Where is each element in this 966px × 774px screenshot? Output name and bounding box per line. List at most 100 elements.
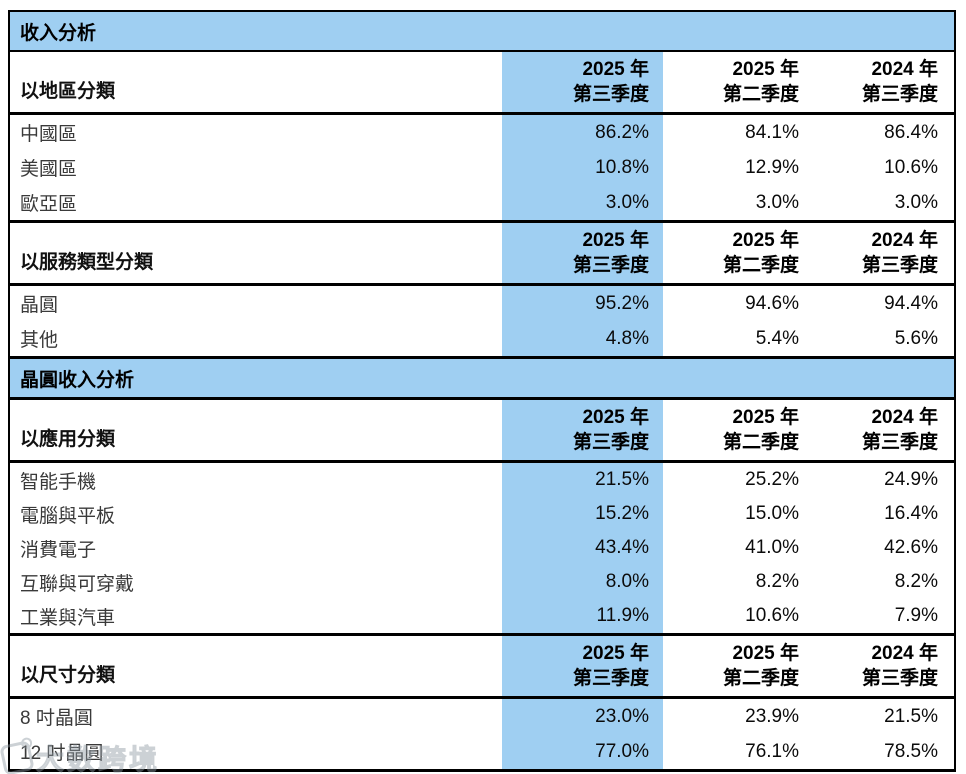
section-label: 以應用分類 — [20, 429, 116, 450]
value-q3-2025: 21.5% — [595, 469, 649, 490]
col-header-year: 2025 年 — [582, 407, 649, 428]
value-q2-2025: 84.1% — [745, 121, 799, 143]
col-header-year: 2024 年 — [871, 59, 938, 80]
row-label: 歐亞區 — [20, 194, 78, 215]
col-header-q3-2025: 2025 年 第三季度 — [502, 228, 663, 283]
row-label: 美國區 — [20, 159, 78, 180]
value-q2-2025: 15.0% — [745, 503, 799, 524]
value-q2-2025: 23.9% — [745, 705, 799, 727]
col-header-quarter: 第三季度 — [861, 255, 938, 276]
table-row-others: 其他 4.8% 5.4% 5.6% — [10, 321, 954, 359]
table-row-wafer: 晶圓 95.2% 94.6% 94.4% — [10, 286, 954, 321]
col-header-quarter: 第二季度 — [722, 84, 799, 105]
value-q3-2024: 3.0% — [894, 191, 938, 213]
row-label: 互聯與可穿戴 — [20, 573, 135, 595]
value-q3-2025: 77.0% — [595, 740, 649, 762]
col-header-q2-2025: 2025 年 第二季度 — [663, 641, 812, 696]
row-label: 電腦與平板 — [20, 505, 116, 527]
section-band-revenue-analysis: 收入分析 — [10, 12, 954, 52]
table-row-connectivity-wearables: 互聯與可穿戴 8.0% 8.2% 8.2% — [10, 565, 954, 599]
row-label: 工業與汽車 — [20, 607, 116, 629]
col-header-quarter: 第三季度 — [572, 432, 649, 453]
value-q3-2025: 23.0% — [595, 705, 649, 727]
header-row-size: 以尺寸分類 2025 年 第三季度 2025 年 第二季度 2024 年 第三季… — [10, 636, 954, 699]
value-q2-2025: 10.6% — [745, 605, 799, 626]
col-header-year: 2024 年 — [871, 643, 938, 664]
value-q3-2025: 8.0% — [605, 571, 649, 592]
value-q3-2025: 86.2% — [595, 121, 649, 143]
col-header-q3-2024: 2024 年 第三季度 — [812, 405, 954, 460]
col-header-year: 2025 年 — [732, 59, 799, 80]
value-q3-2024: 78.5% — [884, 740, 938, 762]
value-q2-2025: 25.2% — [745, 469, 799, 490]
value-q3-2024: 21.5% — [884, 705, 938, 727]
value-q3-2024: 24.9% — [884, 469, 938, 490]
section-band-wafer-revenue-analysis: 晶圓收入分析 — [10, 359, 954, 400]
col-header-year: 2025 年 — [732, 643, 799, 664]
table-row-eurasia: 歐亞區 3.0% 3.0% 3.0% — [10, 185, 954, 223]
col-header-q2-2025: 2025 年 第二季度 — [663, 405, 812, 460]
table-row-computer-tablet: 電腦與平板 15.2% 15.0% 16.4% — [10, 497, 954, 531]
table-row-industrial-automotive: 工業與汽車 11.9% 10.6% 7.9% — [10, 599, 954, 636]
row-label: 12 吋晶圓 — [20, 743, 104, 764]
col-header-quarter: 第二季度 — [722, 255, 799, 276]
col-header-quarter: 第三季度 — [861, 432, 938, 453]
value-q3-2025: 15.2% — [595, 503, 649, 524]
col-header-q3-2024: 2024 年 第三季度 — [812, 228, 954, 283]
table-row-usa: 美國區 10.8% 12.9% 10.6% — [10, 150, 954, 185]
col-header-q2-2025: 2025 年 第二季度 — [663, 57, 812, 112]
table-row-consumer-electronics: 消費電子 43.4% 41.0% 42.6% — [10, 531, 954, 565]
row-label: 其他 — [20, 330, 59, 351]
header-row-application: 以應用分類 2025 年 第三季度 2025 年 第二季度 2024 年 第三季… — [10, 400, 954, 463]
value-q3-2024: 8.2% — [894, 571, 938, 592]
col-header-year: 2025 年 — [732, 407, 799, 428]
value-q3-2025: 43.4% — [595, 537, 649, 558]
row-label: 8 吋晶圓 — [20, 708, 93, 729]
row-label: 晶圓 — [20, 295, 59, 316]
col-header-quarter: 第三季度 — [572, 668, 649, 689]
section-band-title: 收入分析 — [20, 22, 97, 44]
value-q3-2025: 4.8% — [605, 327, 649, 349]
value-q3-2024: 7.9% — [894, 605, 938, 626]
value-q2-2025: 5.4% — [755, 327, 799, 349]
col-header-q3-2025: 2025 年 第三季度 — [502, 405, 663, 460]
value-q3-2025: 11.9% — [596, 605, 649, 626]
table-row-china: 中國區 86.2% 84.1% 86.4% — [10, 115, 954, 150]
col-header-quarter: 第三季度 — [861, 84, 938, 105]
value-q3-2024: 10.6% — [884, 156, 938, 178]
col-header-year: 2025 年 — [582, 59, 649, 80]
value-q3-2025: 3.0% — [605, 191, 649, 213]
col-header-q2-2025: 2025 年 第二季度 — [663, 228, 812, 283]
row-label: 中國區 — [20, 124, 78, 145]
table-row-8inch-wafer: 8 吋晶圓 23.0% 23.9% 21.5% — [10, 699, 954, 734]
revenue-analysis-table: 收入分析 以地區分類 2025 年 第三季度 2025 年 第二季度 2024 … — [8, 10, 956, 772]
col-header-year: 2025 年 — [582, 643, 649, 664]
section-label: 以尺寸分類 — [20, 665, 116, 686]
value-q3-2024: 86.4% — [884, 121, 938, 143]
value-q2-2025: 41.0% — [745, 537, 799, 558]
col-header-year: 2025 年 — [732, 230, 799, 251]
value-q2-2025: 12.9% — [745, 156, 799, 178]
value-q3-2025: 95.2% — [595, 292, 649, 314]
header-row-region: 以地區分類 2025 年 第三季度 2025 年 第二季度 2024 年 第三季… — [10, 52, 954, 115]
col-header-year: 2024 年 — [871, 407, 938, 428]
value-q2-2025: 76.1% — [745, 740, 799, 762]
value-q3-2024: 42.6% — [884, 537, 938, 558]
value-q2-2025: 3.0% — [755, 191, 799, 213]
value-q3-2024: 5.6% — [894, 327, 938, 349]
section-band-title: 晶圓收入分析 — [20, 369, 135, 391]
value-q3-2024: 94.4% — [884, 292, 938, 314]
row-label: 消費電子 — [20, 539, 97, 561]
value-q3-2025: 10.8% — [595, 156, 649, 178]
col-header-q3-2024: 2024 年 第三季度 — [812, 641, 954, 696]
table-row-12inch-wafer: 12 吋晶圓 77.0% 76.1% 78.5% — [10, 734, 954, 769]
row-label: 智能手機 — [20, 471, 97, 493]
table-body: 收入分析 以地區分類 2025 年 第三季度 2025 年 第二季度 2024 … — [10, 12, 954, 769]
col-header-quarter: 第三季度 — [861, 668, 938, 689]
col-header-year: 2025 年 — [582, 230, 649, 251]
table-row-smartphone: 智能手機 21.5% 25.2% 24.9% — [10, 463, 954, 497]
col-header-quarter: 第二季度 — [722, 432, 799, 453]
col-header-quarter: 第二季度 — [722, 668, 799, 689]
col-header-q3-2024: 2024 年 第三季度 — [812, 57, 954, 112]
